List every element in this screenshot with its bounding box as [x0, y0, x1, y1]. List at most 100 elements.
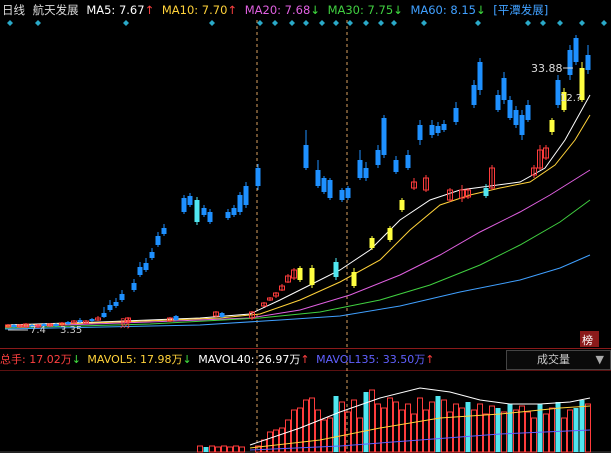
volume-bar[interactable]	[537, 404, 543, 452]
volume-bar[interactable]	[423, 409, 429, 453]
event-marker-diamond[interactable]	[391, 20, 397, 26]
candle-body[interactable]	[423, 177, 429, 191]
related-stock-tag[interactable]: [平潭发展]	[493, 3, 549, 17]
volume-bar[interactable]	[297, 407, 303, 453]
event-markers[interactable]	[7, 20, 607, 26]
candle-body[interactable]	[531, 167, 537, 176]
event-marker-diamond[interactable]	[123, 20, 129, 26]
candle-body[interactable]	[77, 320, 83, 322]
volume-bar[interactable]	[399, 409, 405, 453]
candle-body[interactable]	[11, 325, 17, 327]
candle-body[interactable]	[273, 292, 279, 297]
candle-body[interactable]	[483, 188, 489, 196]
candle-body[interactable]	[555, 80, 561, 105]
candle-body[interactable]	[477, 62, 483, 90]
volume-bar[interactable]	[381, 407, 387, 453]
candle-body[interactable]	[231, 208, 237, 215]
event-marker-diamond[interactable]	[272, 20, 278, 26]
candle-body[interactable]	[387, 228, 393, 240]
candle-body[interactable]	[465, 189, 471, 198]
candle-body[interactable]	[95, 317, 101, 321]
event-marker-diamond[interactable]	[378, 20, 384, 26]
event-marker-diamond[interactable]	[475, 20, 481, 26]
candle-body[interactable]	[89, 319, 95, 321]
volume-bar[interactable]	[351, 399, 357, 453]
volume-bar[interactable]	[315, 409, 321, 453]
volume-bar[interactable]	[393, 401, 399, 453]
candle-body[interactable]	[143, 263, 149, 270]
candle-body[interactable]	[549, 120, 555, 132]
candle-body[interactable]	[201, 208, 207, 215]
candle-body[interactable]	[107, 305, 113, 310]
candle-body[interactable]	[363, 168, 369, 178]
volume-bar[interactable]	[495, 408, 501, 452]
candlesticks[interactable]	[5, 35, 591, 328]
event-marker-diamond[interactable]	[363, 20, 369, 26]
volume-bar[interactable]	[429, 401, 435, 453]
candle-body[interactable]	[333, 262, 339, 277]
candle-body[interactable]	[459, 189, 465, 199]
volume-bar[interactable]	[285, 419, 291, 453]
candle-body[interactable]	[327, 180, 333, 198]
candle-body[interactable]	[173, 316, 179, 320]
candle-body[interactable]	[525, 105, 531, 120]
event-marker-diamond[interactable]	[557, 20, 563, 26]
candle-body[interactable]	[47, 323, 53, 327]
candle-body[interactable]	[297, 268, 303, 280]
volume-bar[interactable]	[501, 411, 507, 453]
volume-bar[interactable]	[453, 403, 459, 453]
candle-body[interactable]	[573, 38, 579, 62]
candle-body[interactable]	[255, 168, 261, 186]
candle-body[interactable]	[131, 283, 137, 290]
volume-bar[interactable]	[215, 446, 221, 453]
period-label[interactable]: 日线	[2, 3, 25, 17]
volume-bar[interactable]	[267, 431, 273, 453]
volume-bar[interactable]	[405, 403, 411, 453]
candle-body[interactable]	[495, 95, 501, 110]
volume-bar[interactable]	[585, 403, 591, 453]
candle-body[interactable]	[417, 125, 423, 140]
event-marker-diamond[interactable]	[421, 20, 427, 26]
candle-body[interactable]	[23, 323, 29, 328]
candle-body[interactable]	[453, 108, 459, 122]
volume-bar[interactable]	[471, 409, 477, 453]
candle-body[interactable]	[243, 186, 249, 205]
candle-body[interactable]	[225, 212, 231, 218]
volume-bar[interactable]	[357, 417, 363, 453]
volume-bar[interactable]	[555, 402, 561, 452]
volume-bar[interactable]	[369, 389, 375, 453]
candle-body[interactable]	[501, 78, 507, 100]
volume-bar[interactable]	[489, 405, 495, 453]
candle-body[interactable]	[369, 238, 375, 248]
candle-body[interactable]	[155, 236, 161, 245]
volume-bar[interactable]	[255, 445, 261, 453]
candle-body[interactable]	[513, 110, 519, 125]
candle-body[interactable]	[441, 124, 447, 130]
volume-bar[interactable]	[411, 413, 417, 453]
candle-body[interactable]	[339, 190, 345, 200]
candle-body[interactable]	[119, 294, 125, 300]
candle-body[interactable]	[285, 275, 291, 283]
stock-name[interactable]: 航天发展	[32, 3, 79, 17]
volume-bars[interactable]	[197, 389, 591, 453]
volume-bar[interactable]	[549, 407, 555, 453]
candle-body[interactable]	[267, 297, 273, 301]
candle-body[interactable]	[17, 324, 23, 328]
volume-bar[interactable]	[227, 446, 233, 453]
event-marker-diamond[interactable]	[35, 20, 41, 26]
candle-body[interactable]	[187, 196, 193, 205]
event-marker-diamond[interactable]	[333, 20, 339, 26]
candle-body[interactable]	[579, 68, 585, 100]
event-marker-diamond[interactable]	[601, 20, 607, 26]
volume-bar[interactable]	[209, 445, 215, 453]
candle-body[interactable]	[213, 311, 219, 317]
event-marker-diamond[interactable]	[303, 20, 309, 26]
candle-body[interactable]	[71, 320, 77, 324]
volume-bar[interactable]	[435, 396, 441, 452]
candle-body[interactable]	[181, 198, 187, 212]
candle-body[interactable]	[65, 322, 71, 324]
candle-body[interactable]	[41, 324, 47, 326]
volume-bar[interactable]	[339, 401, 345, 453]
volume-bar[interactable]	[525, 411, 531, 453]
candle-body[interactable]	[435, 126, 441, 133]
